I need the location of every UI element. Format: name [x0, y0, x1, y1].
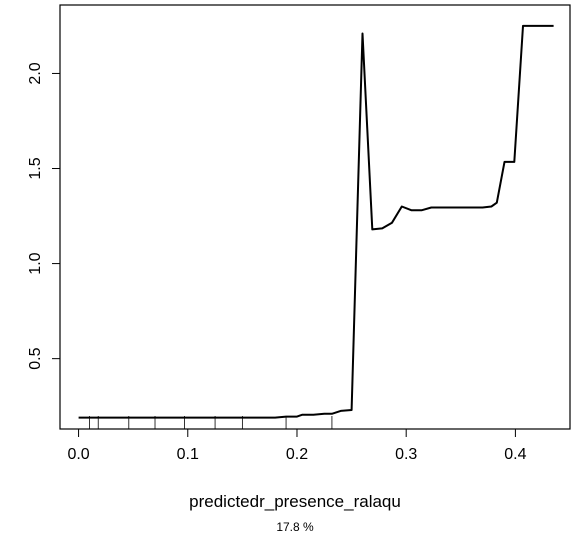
- x-tick-label: 0.0: [67, 446, 89, 463]
- x-tick-label: 0.3: [395, 446, 417, 463]
- x-tick-label: 0.4: [504, 446, 526, 463]
- y-tick-label: 2.0: [27, 62, 44, 84]
- y-tick-label: 0.5: [27, 347, 44, 369]
- x-axis-label: predictedr_presence_ralaqu: [189, 492, 401, 511]
- y-tick-label: 1.5: [27, 157, 44, 179]
- series-group: [78, 24, 554, 419]
- plot-box: [59, 4, 571, 430]
- x-axis: 0.0 0.1 0.2 0.3 0.4: [67, 428, 527, 463]
- y-axis: 0.5 1.0 1.5 2.0: [27, 62, 61, 370]
- series-line: [78, 24, 554, 419]
- x-tick-label: 0.2: [286, 446, 308, 463]
- x-tick-label: 0.1: [177, 446, 199, 463]
- y-tick-label: 1.0: [27, 252, 44, 274]
- chart-subtitle: 17.8 %: [276, 520, 314, 534]
